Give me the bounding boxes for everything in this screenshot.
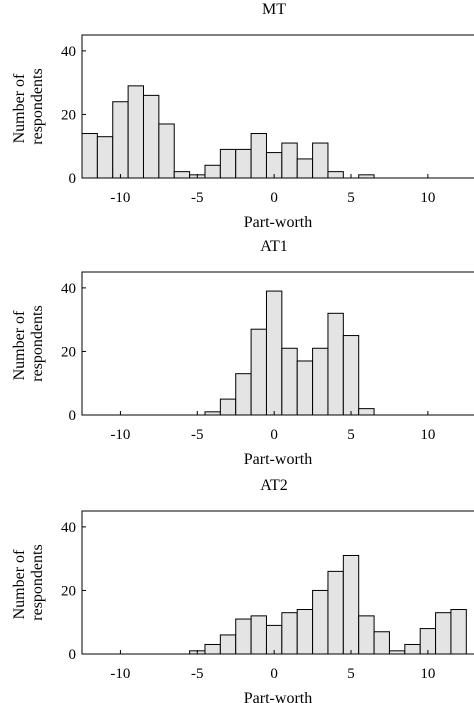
histogram-bar	[204, 643, 221, 655]
histogram-bar	[250, 328, 267, 416]
histogram-bar	[112, 101, 129, 179]
histogram-bar	[373, 631, 390, 655]
y-axis-label-line2: respondents	[29, 544, 46, 620]
histogram-bar	[327, 570, 344, 655]
x-tick-label: 10	[420, 427, 435, 443]
x-tick-label: 10	[420, 190, 435, 206]
y-tick-label: 40	[61, 281, 76, 297]
histogram-bar	[81, 133, 98, 179]
histogram-bar	[296, 609, 314, 655]
histogram-bar	[127, 85, 144, 179]
x-tick-label: 5	[347, 666, 355, 682]
bars	[81, 85, 375, 179]
chart-title: MT	[262, 1, 286, 18]
plot-frame	[81, 34, 474, 179]
histogram-bar	[158, 123, 175, 179]
histogram-bar	[265, 290, 283, 416]
histogram-bar	[327, 312, 344, 416]
histogram-bar	[250, 615, 267, 655]
histogram-bar	[96, 136, 114, 179]
y-axis-label-line1: Number of	[11, 73, 28, 143]
x-ticks: -10 -5 0 5 10	[110, 174, 435, 206]
x-axis-label: Part-worth	[244, 690, 312, 703]
x-tick-label: 5	[347, 190, 355, 206]
histogram-bar	[450, 609, 467, 655]
y-ticks: 0 20 40	[61, 281, 86, 424]
y-axis-label-line2: respondents	[29, 305, 46, 381]
y-tick-label: 0	[69, 171, 77, 187]
histogram-bar	[250, 133, 267, 179]
histogram-bar	[204, 164, 221, 179]
y-axis-label-line1: Number of	[11, 310, 28, 380]
y-tick-label: 40	[61, 520, 76, 536]
x-tick-label: -10	[110, 427, 130, 443]
x-tick-label: -10	[110, 190, 130, 206]
histogram-bar	[435, 612, 452, 655]
histogram-bar	[219, 634, 237, 655]
histogram-bar	[265, 624, 283, 655]
histogram-bar	[342, 554, 360, 655]
histogram-bar	[281, 142, 298, 179]
x-tick-label: 5	[347, 427, 355, 443]
histogram-bar	[296, 158, 314, 179]
histogram-bar	[327, 171, 344, 179]
plot-frame	[81, 510, 474, 655]
y-tick-label: 20	[61, 107, 76, 123]
y-tick-label: 40	[61, 44, 76, 60]
histogram-bar	[235, 373, 252, 416]
bars	[189, 554, 467, 655]
histogram-bar	[358, 615, 375, 655]
histogram-bar	[219, 148, 237, 179]
histogram-bar	[296, 360, 314, 416]
histogram-bar	[358, 408, 375, 416]
x-tick-label: -5	[191, 666, 204, 682]
y-axis-label-line1: Number of	[11, 549, 28, 619]
y-tick-label: 20	[61, 344, 76, 360]
x-tick-label: 0	[270, 666, 278, 682]
x-ticks: -10 -5 0 5 10	[110, 650, 435, 682]
plot-frame	[81, 271, 474, 416]
y-tick-label: 0	[69, 647, 77, 663]
y-axis-label-line2: respondents	[29, 68, 46, 144]
histogram-bar	[312, 142, 329, 179]
x-tick-label: 0	[270, 427, 278, 443]
histogram-bar	[142, 94, 160, 179]
x-axis-label: Part-worth	[244, 451, 312, 468]
chart-title: AT1	[260, 238, 288, 255]
chart-title: AT2	[260, 477, 288, 494]
y-axis-label: Number of respondents	[11, 305, 46, 381]
chart-panel-mt: MT Number of respondents Part-worth -10-…	[11, 1, 474, 231]
x-tick-label: -10	[110, 666, 130, 682]
x-axis-label: Part-worth	[244, 214, 312, 231]
histogram-bar	[342, 335, 360, 416]
histogram-bar	[312, 347, 329, 416]
y-tick-label: 0	[69, 408, 77, 424]
histogram-bar	[173, 171, 191, 179]
x-ticks: -10 -5 0 5 10	[110, 411, 435, 443]
histogram-bar	[219, 398, 237, 416]
histogram-bar	[312, 589, 329, 655]
x-tick-label: -5	[191, 190, 204, 206]
y-tick-label: 20	[61, 583, 76, 599]
bars	[204, 290, 375, 416]
histogram-bar	[281, 347, 298, 416]
x-tick-label: 10	[420, 666, 435, 682]
histogram-bar	[281, 612, 298, 655]
histogram-bar	[235, 618, 252, 655]
y-axis-label: Number of respondents	[11, 68, 46, 144]
histogram-bar	[235, 148, 252, 179]
chart-panel-at2: AT2 Number of respondents Part-worth -10…	[11, 477, 474, 703]
x-tick-label: 0	[270, 190, 278, 206]
chart-panel-at1: AT1 Number of respondents Part-worth -10…	[11, 238, 474, 468]
y-ticks: 0 20 40	[61, 44, 86, 187]
histogram-bar	[404, 643, 421, 655]
y-axis-label: Number of respondents	[11, 544, 46, 620]
x-tick-label: -5	[191, 427, 204, 443]
